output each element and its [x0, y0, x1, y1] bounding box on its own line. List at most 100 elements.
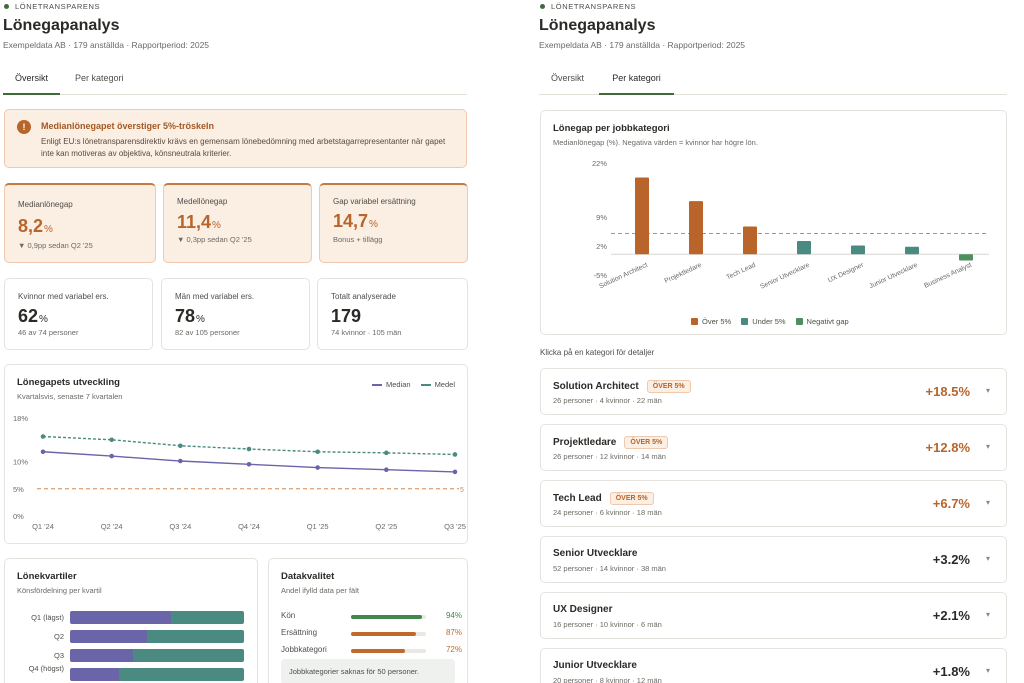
chevron-down-icon[interactable]: ▾ — [985, 666, 990, 675]
women-segment — [70, 649, 133, 662]
quality-track — [351, 632, 426, 636]
x-tick-label: Q4 '24 — [238, 522, 260, 531]
page-subtitle: Exempeldata AB · 179 anställda · Rapport… — [3, 40, 210, 50]
data-point — [452, 452, 458, 457]
bar[interactable] — [689, 201, 703, 255]
legend-swatch-icon — [741, 318, 749, 325]
data-point — [178, 443, 183, 449]
trend-card: Lönegapets utveckling Kvartalsvis, senas… — [4, 364, 468, 544]
legend-dashed-line-icon — [420, 383, 431, 386]
kpi-value: 14,7% — [333, 211, 378, 231]
over-threshold-badge: ÖVER 5% — [624, 436, 669, 449]
data-point — [178, 458, 183, 464]
data-point — [246, 461, 252, 467]
quality-fill — [351, 649, 405, 653]
quality-subtitle: Andel ifylld data per fält — [281, 586, 359, 595]
tab-bar: Översikt Per kategori — [539, 66, 1007, 95]
y-tick-label: -5% — [594, 271, 608, 280]
quartile-bar — [70, 668, 244, 681]
threshold-label: 5 — [460, 487, 464, 494]
kpi-label: Gap variabel ersättning — [333, 197, 416, 206]
quartile-bar — [70, 630, 244, 643]
kpi-value: 179 — [331, 306, 362, 326]
eyebrow: LÖNETRANSPARENS — [540, 2, 636, 11]
quartile-label: Q1 (lägst) — [31, 613, 64, 622]
quality-title: Datakvalitet — [281, 571, 335, 582]
x-tick-label: Projektledare — [664, 262, 703, 285]
quartile-label: Q2 — [53, 632, 64, 641]
category-name-wrap: Projektledare ÖVER 5% — [553, 436, 669, 449]
legend-median: Median — [371, 380, 411, 389]
brand-dot-icon — [4, 4, 9, 9]
category-name: Senior Utvecklare — [553, 548, 638, 559]
chevron-down-icon[interactable]: ▾ — [985, 554, 990, 563]
warning-icon: ! — [17, 120, 31, 134]
x-tick-label: Senior Utvecklare — [759, 262, 811, 291]
chevron-down-icon[interactable]: ▾ — [985, 498, 990, 507]
chevron-down-icon[interactable]: ▾ — [985, 386, 990, 395]
category-gap-value: +12.8% — [925, 440, 970, 455]
threshold-alert: ! Medianlönegapet överstiger 5%-tröskeln… — [4, 109, 467, 168]
category-row[interactable]: Senior Utvecklare 52 personer · 14 kvinno… — [540, 536, 1007, 583]
bar[interactable] — [635, 177, 649, 255]
legend-swatch-icon — [691, 318, 698, 325]
category-name: UX Designer — [553, 604, 613, 615]
quality-row: Ersättning 87% — [281, 628, 462, 640]
x-tick-label: Tech Lead — [725, 262, 757, 282]
kpi-sub: ▼ 0,9pp sedan Q2 '25 — [18, 241, 93, 250]
women-segment — [70, 611, 171, 624]
kpi-variable-gap: Gap variabel ersättning 14,7% Bonus + ti… — [319, 183, 468, 263]
y-tick-label: 0% — [13, 512, 24, 521]
category-meta: 26 personer · 4 kvinnor · 22 män — [553, 396, 662, 405]
category-row[interactable]: Junior Utvecklare 20 personer · 8 kvinnor… — [540, 648, 1007, 683]
kpi-mean-gap: Medellönegap 11,4% ▼ 0,3pp sedan Q2 '25 — [163, 183, 312, 263]
kpi-label: Män med variabel ers. — [175, 292, 255, 301]
quartile-row: Q1 (lägst) — [17, 611, 245, 624]
quality-track — [351, 615, 426, 619]
category-row[interactable]: Tech Lead ÖVER 5% 24 personer · 6 kvinnor … — [540, 480, 1007, 527]
quality-track — [351, 649, 426, 653]
list-heading: Klicka på en kategori för detaljer — [540, 348, 655, 357]
chevron-down-icon[interactable]: ▾ — [985, 610, 990, 619]
tab-oversikt[interactable]: Översikt — [551, 73, 585, 83]
tab-per-kategori[interactable]: Per kategori — [75, 73, 124, 83]
quality-pct: 72% — [445, 645, 462, 654]
category-row[interactable]: Projektledare ÖVER 5% 26 personer · 12 kvi… — [540, 424, 1007, 471]
kpi-label: Medellönegap — [177, 197, 228, 206]
bar[interactable] — [743, 226, 757, 255]
category-name-wrap: UX Designer — [553, 604, 612, 615]
category-row[interactable]: UX Designer 16 personer · 10 kvinnor · 6 … — [540, 592, 1007, 639]
men-segment — [170, 611, 244, 624]
quality-pct: 94% — [445, 611, 462, 620]
category-panel: LÖNETRANSPARENS Lönegapanalys Exempeldat… — [536, 0, 1012, 683]
quality-note: Jobbkategorier saknas för 50 personer. — [281, 659, 455, 683]
legend-medel: Medel — [420, 380, 455, 389]
tab-oversikt[interactable]: Översikt — [3, 73, 60, 95]
x-tick-label: UX Designer — [827, 261, 866, 284]
kpi-sub: ▼ 0,3pp sedan Q2 '25 — [177, 235, 252, 244]
bar[interactable] — [959, 254, 973, 261]
quality-card: Datakvalitet Andel ifylld data per fält … — [268, 558, 468, 683]
kpi-total: Totalt analyserade 179 74 kvinnor · 105 … — [317, 278, 468, 350]
bar[interactable] — [905, 246, 919, 255]
alert-title: Medianlönegapet överstiger 5%-tröskeln — [41, 121, 215, 131]
tab-per-kategori[interactable]: Per kategori — [599, 73, 674, 95]
category-row[interactable]: Solution Architect ÖVER 5% 26 personer · 4… — [540, 368, 1007, 415]
data-point — [40, 434, 46, 439]
quality-label: Kön — [281, 611, 296, 620]
chevron-down-icon[interactable]: ▾ — [985, 442, 990, 451]
kpi-label: Medianlönegap — [18, 200, 73, 209]
y-tick-label: 5% — [13, 485, 24, 494]
category-meta: 26 personer · 12 kvinnor · 14 män — [553, 452, 666, 461]
women-segment — [70, 668, 119, 681]
kpi-label: Totalt analyserade — [331, 292, 396, 301]
y-tick-label: 10% — [13, 458, 28, 467]
quality-row: Jobbkategori 72% — [281, 645, 462, 657]
x-tick-label: Business Analyst — [923, 262, 973, 290]
bar[interactable] — [797, 240, 811, 255]
over-threshold-badge: ÖVER 5% — [609, 492, 654, 505]
kpi-value: 8,2% — [18, 216, 53, 236]
data-point — [246, 446, 252, 452]
x-tick-label: Q1 '24 — [32, 522, 54, 531]
bar[interactable] — [851, 245, 865, 255]
